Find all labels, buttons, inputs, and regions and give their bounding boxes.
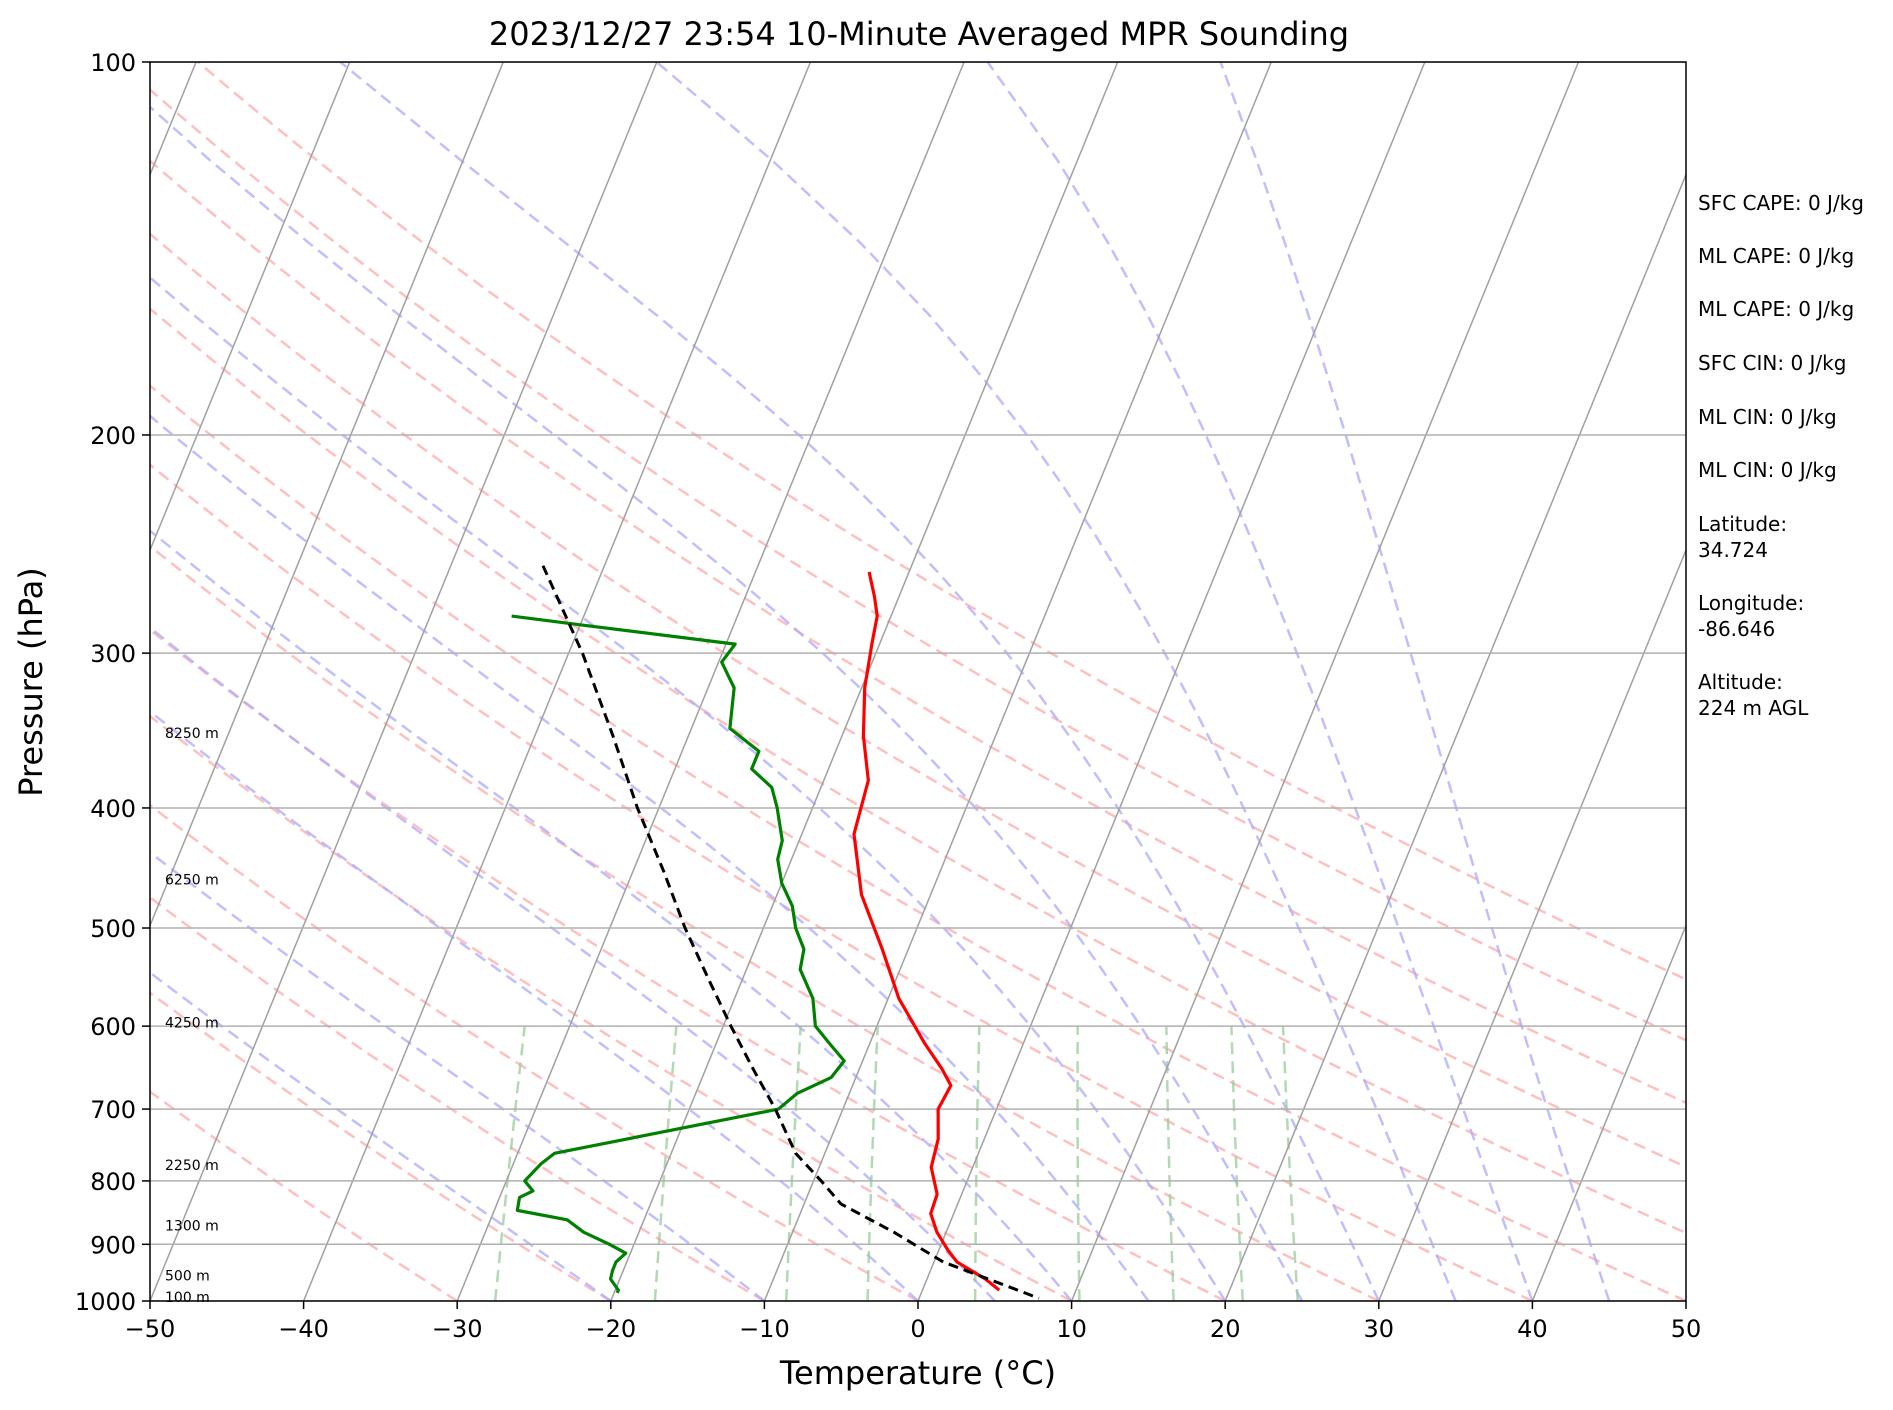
stat-text: ML CIN: 0 J/kg (1698, 458, 1837, 482)
isotherm-11 (763, 62, 1272, 1301)
stat-text: Latitude: (1698, 512, 1787, 536)
height-label: 100 m (165, 1290, 210, 1306)
x-tick-label: 10 (1056, 1315, 1087, 1343)
y-tick-label: 200 (90, 422, 136, 450)
stat-text: ML CAPE: 0 J/kg (1698, 297, 1854, 321)
y-tick-label: 300 (90, 640, 136, 668)
height-label: 500 m (165, 1269, 210, 1285)
dry-adiabat-1 (150, 991, 612, 1301)
stat-text: SFC CIN: 0 J/kg (1698, 351, 1846, 375)
dry-adiabat-12 (150, 88, 1686, 1042)
moist-adiabat-0 (150, 971, 612, 1301)
stat-text: ML CAPE: 0 J/kg (1698, 244, 1854, 268)
height-label: 8250 m (165, 726, 219, 742)
stat-text: 34.724 (1698, 538, 1768, 562)
x-axis-label: Temperature (°C) (779, 1354, 1056, 1392)
height-label: 6250 m (165, 873, 219, 889)
x-tick-label: 30 (1364, 1315, 1395, 1343)
x-tick-label: −20 (585, 1315, 636, 1343)
isotherm-9 (456, 62, 965, 1301)
moist-adiabat-4 (150, 529, 1073, 1301)
isotherm-7 (150, 62, 658, 1301)
x-tick-label: −30 (432, 1315, 483, 1343)
y-tick-label: 100 (90, 49, 136, 77)
dewpoint-line (511, 614, 846, 1294)
y-tick-label: 900 (90, 1231, 136, 1259)
y-tick-label: 400 (90, 795, 136, 823)
temperature-line (852, 571, 1001, 1292)
isotherm-16 (1531, 923, 1686, 1301)
dry-adiabat-6 (150, 544, 1380, 1301)
y-tick-label: 600 (90, 1013, 136, 1041)
parcel-line (541, 565, 1040, 1300)
stat-text: ML CIN: 0 J/kg (1698, 405, 1837, 429)
isotherm-13 (1070, 62, 1580, 1301)
stat-text: 224 m AGL (1698, 696, 1809, 720)
x-tick-label: 0 (910, 1315, 925, 1343)
dry-adiabat-7 (150, 463, 1533, 1301)
y-axis-label: Pressure (hPa) (12, 567, 50, 797)
isotherm-14 (1224, 172, 1686, 1301)
moist-adiabat-2 (150, 709, 919, 1301)
dry-adiabat-4 (150, 714, 1073, 1301)
isotherm-5 (150, 62, 351, 553)
height-label: 1300 m (165, 1218, 219, 1234)
moist-adiabat-5 (150, 414, 1150, 1301)
y-tick-label: 1000 (75, 1288, 136, 1316)
moist-adiabat-8 (339, 62, 1380, 1301)
stat-text: -86.646 (1698, 617, 1775, 641)
dry-adiabat-0 (150, 1090, 458, 1301)
dry-adiabat-13 (197, 62, 1686, 981)
dry-adiabat-8 (150, 384, 1686, 1301)
dry-adiabat-9 (150, 307, 1686, 1235)
stat-text: SFC CAPE: 0 J/kg (1698, 191, 1864, 215)
stat-text: Longitude: (1698, 591, 1804, 615)
x-tick-label: 40 (1517, 1315, 1548, 1343)
x-tick-label: −50 (125, 1315, 176, 1343)
dry-adiabat-10 (150, 232, 1686, 1169)
moist-adiabat-1 (150, 850, 766, 1301)
dry-adiabat-3 (150, 803, 919, 1301)
y-tick-label: 800 (90, 1168, 136, 1196)
x-tick-label: −10 (739, 1315, 790, 1343)
stat-text: Altitude: (1698, 670, 1783, 694)
height-label: 4250 m (165, 1016, 219, 1032)
y-tick-label: 500 (90, 915, 136, 943)
moist-adiabat-3 (150, 626, 996, 1301)
height-label: 2250 m (165, 1158, 219, 1174)
moist-adiabat-6 (150, 275, 1227, 1301)
chart-title: 2023/12/27 23:54 10-Minute Averaged MPR … (489, 15, 1349, 53)
moist-adiabat-11 (1219, 62, 1611, 1301)
stats-panel: SFC CAPE: 0 J/kg ML CAPE: 0 J/kg ML CAPE: … (1698, 191, 1864, 720)
isotherm-15 (1378, 548, 1686, 1301)
x-tick-label: 20 (1210, 1315, 1241, 1343)
y-tick-label: 700 (90, 1096, 136, 1124)
x-tick-label: 50 (1671, 1315, 1702, 1343)
isotherm-6 (150, 62, 504, 928)
dry-adiabat-11 (150, 159, 1686, 1105)
moist-adiabat-7 (150, 105, 1304, 1301)
moist-adiabat-9 (655, 62, 1457, 1301)
x-tick-label: −40 (278, 1315, 329, 1343)
isotherm-12 (917, 62, 1426, 1301)
isotherm-8 (302, 62, 812, 1301)
